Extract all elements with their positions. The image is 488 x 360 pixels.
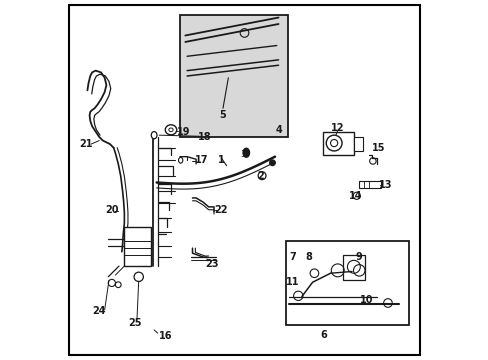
Text: 9: 9 — [355, 252, 362, 262]
Text: 24: 24 — [92, 306, 106, 316]
Bar — [180, 15, 287, 137]
Text: 4: 4 — [275, 125, 282, 135]
Bar — [353, 137, 362, 151]
Bar — [285, 241, 408, 325]
Text: 23: 23 — [205, 259, 219, 269]
Text: 10: 10 — [359, 295, 372, 305]
Ellipse shape — [151, 132, 157, 139]
Text: 1: 1 — [217, 155, 224, 165]
Text: 20: 20 — [105, 206, 118, 216]
Bar — [323, 132, 353, 155]
Text: 25: 25 — [128, 319, 142, 328]
Bar — [124, 226, 151, 266]
Text: 15: 15 — [371, 143, 385, 153]
Text: 22: 22 — [214, 206, 227, 216]
Ellipse shape — [178, 157, 183, 163]
Ellipse shape — [165, 125, 176, 135]
Text: 8: 8 — [305, 252, 312, 262]
Text: 6: 6 — [319, 330, 326, 340]
Text: 5: 5 — [219, 111, 226, 121]
Text: 18: 18 — [198, 132, 211, 142]
Text: 14: 14 — [348, 191, 362, 201]
Circle shape — [269, 160, 275, 166]
Text: 21: 21 — [79, 139, 93, 149]
Text: 2: 2 — [257, 171, 264, 181]
Text: 3: 3 — [239, 150, 245, 159]
Text: 13: 13 — [379, 180, 392, 190]
Text: 17: 17 — [194, 155, 208, 165]
Ellipse shape — [243, 148, 249, 157]
Text: 12: 12 — [330, 123, 344, 133]
Ellipse shape — [168, 128, 173, 132]
Text: 16: 16 — [159, 331, 172, 341]
Text: 11: 11 — [285, 277, 299, 287]
Text: 7: 7 — [289, 252, 296, 262]
Text: 19: 19 — [177, 127, 190, 136]
Bar — [343, 255, 364, 280]
Bar — [359, 181, 380, 188]
